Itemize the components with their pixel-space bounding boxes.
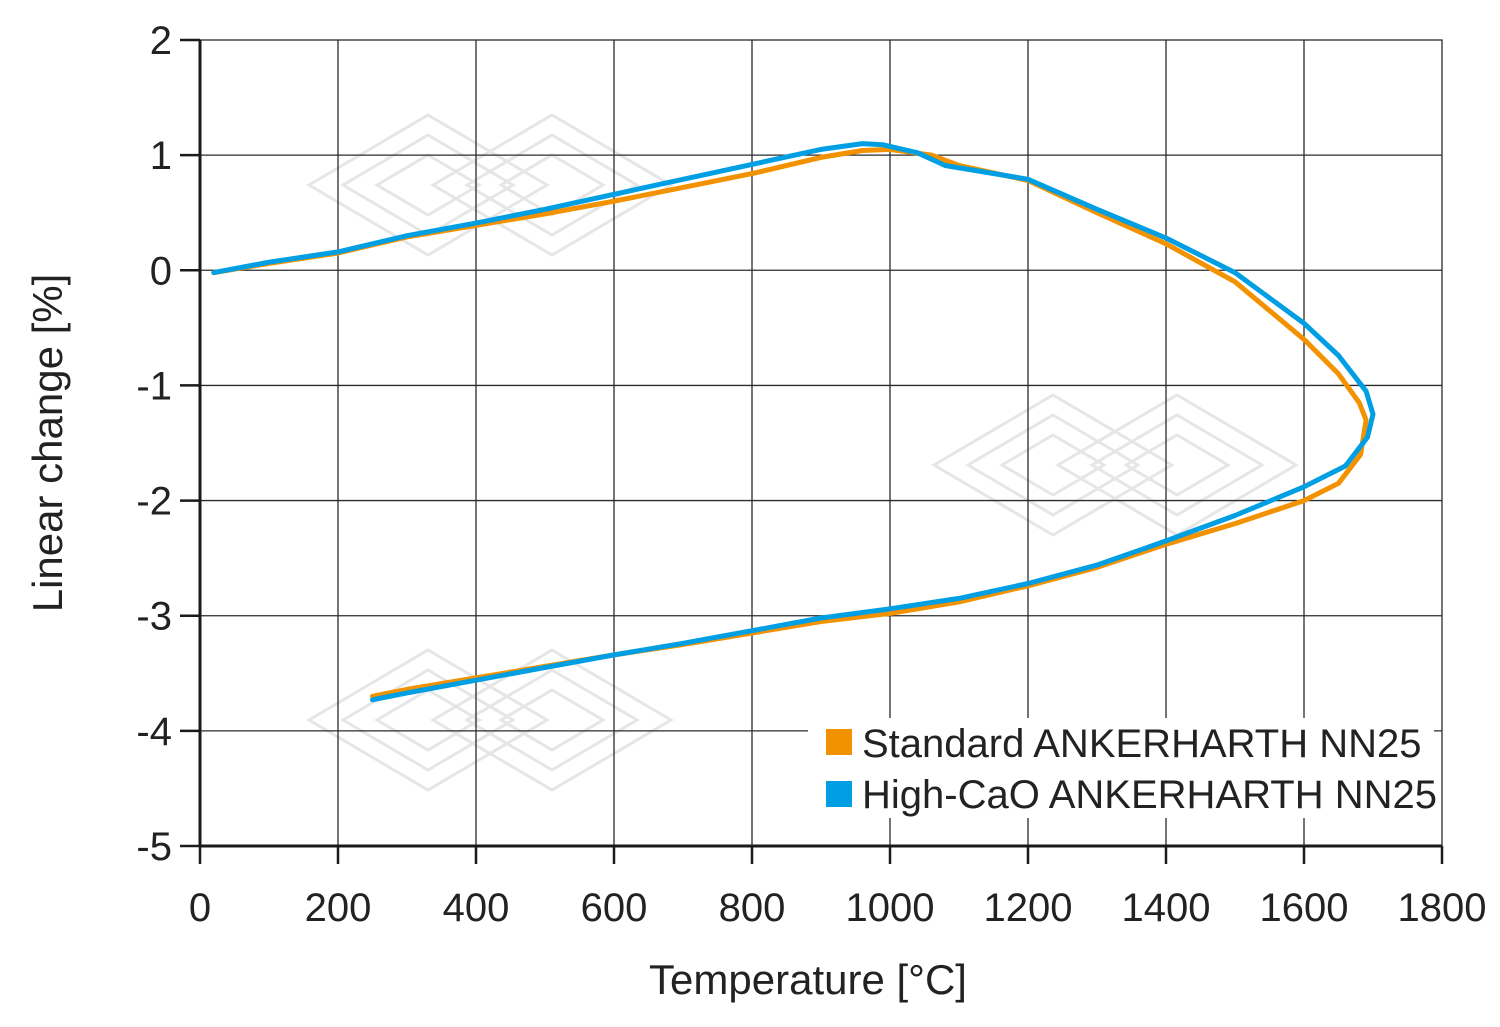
- x-tick-label: 800: [719, 886, 786, 930]
- x-tick-label: 600: [581, 886, 648, 930]
- y-tick-label: 0: [150, 249, 172, 293]
- series-layer: [211, 141, 1376, 703]
- watermark-logo: [306, 648, 674, 792]
- legend: Standard ANKERHARTH NN25 High-CaO ANKERH…: [808, 718, 1437, 818]
- x-tick-label: 0: [189, 886, 211, 930]
- y-tick-label: 1: [150, 134, 172, 178]
- y-tick-label: -3: [136, 595, 172, 639]
- x-tick-label: 1000: [846, 886, 935, 930]
- x-tick-label: 1200: [984, 886, 1073, 930]
- y-axis-title: Linear change [%]: [24, 274, 71, 613]
- y-tick-label: -1: [136, 364, 172, 408]
- x-tick-label: 1600: [1260, 886, 1349, 930]
- x-tick-label: 1400: [1122, 886, 1211, 930]
- series-line-high-cao: [211, 141, 1376, 703]
- legend-swatch-high-cao: [826, 781, 852, 807]
- x-tick-label: 200: [305, 886, 372, 930]
- y-tick-label: -2: [136, 480, 172, 524]
- legend-label-standard: Standard ANKERHARTH NN25: [862, 722, 1422, 766]
- x-tick-label: 1800: [1398, 886, 1487, 930]
- y-tick-label: -5: [136, 825, 172, 869]
- legend-background: [808, 718, 1434, 818]
- x-tick-label: 400: [443, 886, 510, 930]
- watermark-layer: [306, 113, 1299, 792]
- axes: 2 1 0 -1 -2 -3 -4 -5 0 200 400 600 800 1000 1200 1400 16…: [136, 19, 1486, 930]
- y-tick-label: 2: [150, 19, 172, 63]
- watermark-logo: [306, 113, 674, 257]
- legend-swatch-standard: [826, 729, 852, 755]
- legend-label-high-cao: High-CaO ANKERHARTH NN25: [862, 773, 1437, 817]
- x-axis-title: Temperature [°C]: [649, 956, 967, 1003]
- series-line-standard: [211, 146, 1369, 699]
- y-tick-label: -4: [136, 710, 172, 754]
